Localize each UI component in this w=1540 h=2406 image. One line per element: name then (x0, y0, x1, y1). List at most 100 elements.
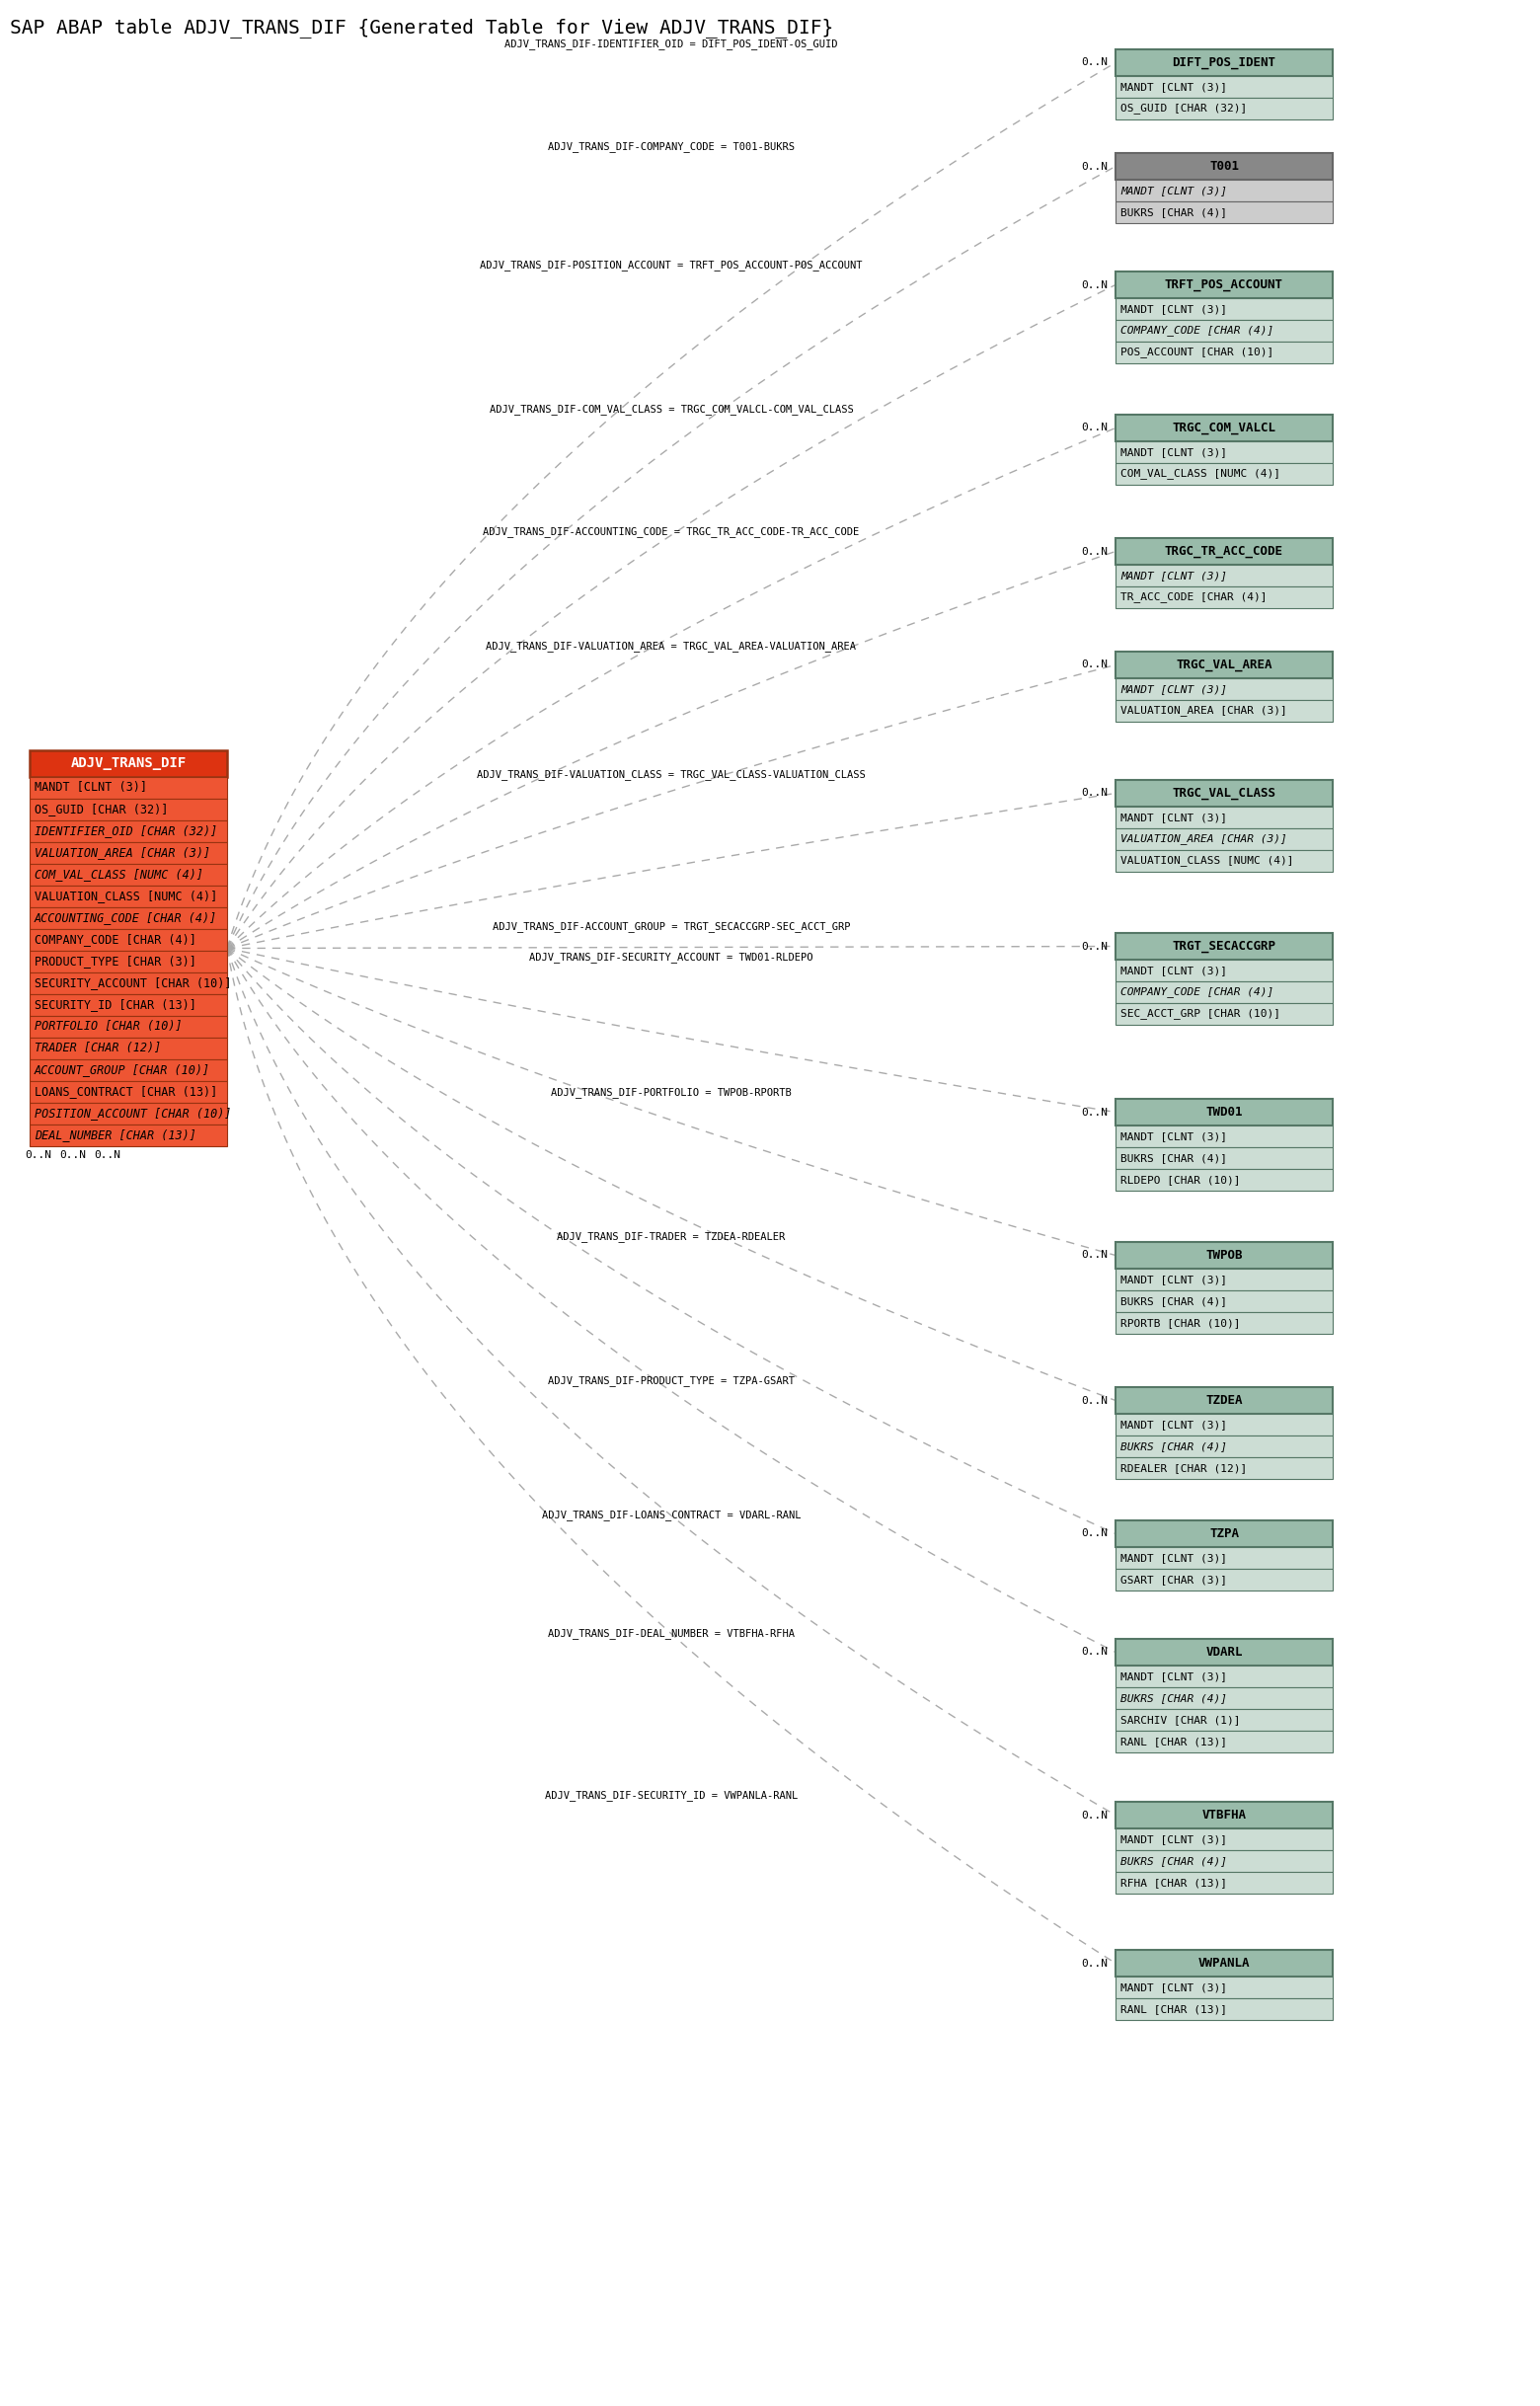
Text: MANDT [CLNT (3)]: MANDT [CLNT (3)] (1121, 1983, 1227, 1992)
Bar (1115, 1311, 1332, 1333)
Text: 0..N: 0..N (1081, 546, 1107, 556)
Text: BUKRS [CHAR (4)]: BUKRS [CHAR (4)] (1121, 1152, 1227, 1162)
Bar (1115, 982, 1332, 1003)
Text: SECURITY_ACCOUNT [CHAR (10)]: SECURITY_ACCOUNT [CHAR (10)] (34, 977, 231, 989)
Bar (29, 994, 226, 1015)
Text: ADJV_TRANS_DIF: ADJV_TRANS_DIF (71, 758, 186, 770)
Text: ADJV_TRANS_DIF-VALUATION_CLASS = TRGC_VAL_CLASS-VALUATION_CLASS: ADJV_TRANS_DIF-VALUATION_CLASS = TRGC_VA… (477, 768, 865, 780)
Bar (1115, 828, 1332, 849)
Text: ACCOUNTING_CODE [CHAR (4)]: ACCOUNTING_CODE [CHAR (4)] (34, 912, 217, 924)
Text: MANDT [CLNT (3)]: MANDT [CLNT (3)] (1121, 1833, 1227, 1845)
Text: ADJV_TRANS_DIF-PORTFOLIO = TWPOB-RPORTB: ADJV_TRANS_DIF-PORTFOLIO = TWPOB-RPORTB (551, 1088, 792, 1100)
Bar (1115, 539, 1332, 565)
Bar (1115, 1872, 1332, 1894)
Text: DEAL_NUMBER [CHAR (13)]: DEAL_NUMBER [CHAR (13)] (34, 1128, 196, 1143)
Bar (29, 1037, 226, 1059)
Bar (29, 842, 226, 864)
Text: PRODUCT_TYPE [CHAR (3)]: PRODUCT_TYPE [CHAR (3)] (34, 955, 196, 967)
Bar (1115, 77, 1332, 99)
Bar (1115, 1148, 1332, 1169)
Text: MANDT [CLNT (3)]: MANDT [CLNT (3)] (1121, 448, 1227, 457)
Text: 0..N: 0..N (1081, 1648, 1107, 1658)
Bar (29, 1059, 226, 1080)
Bar (1115, 1850, 1332, 1872)
Bar (1115, 1415, 1332, 1436)
Bar (1115, 1458, 1332, 1480)
Text: 0..N: 0..N (1081, 1528, 1107, 1540)
Text: MANDT [CLNT (3)]: MANDT [CLNT (3)] (1121, 185, 1227, 195)
Text: 0..N: 0..N (1081, 941, 1107, 950)
Text: 0..N: 0..N (1081, 789, 1107, 799)
Text: MANDT [CLNT (3)]: MANDT [CLNT (3)] (1121, 1275, 1227, 1285)
Text: ADJV_TRANS_DIF-COM_VAL_CLASS = TRGC_COM_VALCL-COM_VAL_CLASS: ADJV_TRANS_DIF-COM_VAL_CLASS = TRGC_COM_… (490, 404, 853, 414)
Text: TRADER [CHAR (12)]: TRADER [CHAR (12)] (34, 1042, 162, 1054)
Text: SECURITY_ID [CHAR (13)]: SECURITY_ID [CHAR (13)] (34, 998, 196, 1011)
Text: RPORTB [CHAR (10)]: RPORTB [CHAR (10)] (1121, 1318, 1240, 1328)
Bar (1115, 1730, 1332, 1752)
Bar (29, 799, 226, 820)
Text: RDEALER [CHAR (12)]: RDEALER [CHAR (12)] (1121, 1463, 1247, 1472)
Bar (1115, 1829, 1332, 1850)
Text: VALUATION_CLASS [NUMC (4)]: VALUATION_CLASS [NUMC (4)] (34, 890, 217, 902)
Bar (1115, 1999, 1332, 2021)
Text: COMPANY_CODE [CHAR (4)]: COMPANY_CODE [CHAR (4)] (1121, 986, 1274, 998)
Bar (1115, 934, 1332, 960)
Text: RFHA [CHAR (13)]: RFHA [CHAR (13)] (1121, 1877, 1227, 1889)
Text: OS_GUID [CHAR (32)]: OS_GUID [CHAR (32)] (34, 804, 168, 816)
Text: ADJV_TRANS_DIF-ACCOUNT_GROUP = TRGT_SECACCGRP-SEC_ACCT_GRP: ADJV_TRANS_DIF-ACCOUNT_GROUP = TRGT_SECA… (493, 921, 850, 934)
Bar (1115, 462, 1332, 484)
Text: 0..N: 0..N (1081, 1107, 1107, 1116)
Bar (29, 950, 226, 972)
Bar (29, 1102, 226, 1124)
Bar (1115, 652, 1332, 678)
Text: 0..N: 0..N (59, 1150, 86, 1160)
Text: VALUATION_AREA [CHAR (3)]: VALUATION_AREA [CHAR (3)] (34, 847, 211, 859)
Text: 0..N: 0..N (1081, 279, 1107, 289)
Text: COMPANY_CODE [CHAR (4)]: COMPANY_CODE [CHAR (4)] (34, 934, 196, 946)
Text: ADJV_TRANS_DIF-POSITION_ACCOUNT = TRFT_POS_ACCOUNT-POS_ACCOUNT: ADJV_TRANS_DIF-POSITION_ACCOUNT = TRFT_P… (480, 260, 862, 272)
Text: VTBFHA: VTBFHA (1201, 1809, 1246, 1821)
Text: SEC_ACCT_GRP [CHAR (10)]: SEC_ACCT_GRP [CHAR (10)] (1121, 1008, 1280, 1020)
Bar (1115, 1665, 1332, 1687)
Text: ADJV_TRANS_DIF-SECURITY_ACCOUNT = TWD01-RLDEPO: ADJV_TRANS_DIF-SECURITY_ACCOUNT = TWD01-… (530, 953, 813, 962)
Text: DIFT_POS_IDENT: DIFT_POS_IDENT (1172, 55, 1277, 70)
Bar (1115, 1268, 1332, 1290)
Text: ADJV_TRANS_DIF-COMPANY_CODE = T001-BUKRS: ADJV_TRANS_DIF-COMPANY_CODE = T001-BUKRS (548, 142, 795, 152)
Text: BUKRS [CHAR (4)]: BUKRS [CHAR (4)] (1121, 1855, 1227, 1867)
Text: ADJV_TRANS_DIF-TRADER = TZDEA-RDEALER: ADJV_TRANS_DIF-TRADER = TZDEA-RDEALER (557, 1232, 785, 1241)
Text: TRGC_TR_ACC_CODE: TRGC_TR_ACC_CODE (1164, 546, 1283, 558)
Bar (1115, 1388, 1332, 1415)
Bar (1115, 1638, 1332, 1665)
Bar (29, 777, 226, 799)
Text: POS_ACCOUNT [CHAR (10)]: POS_ACCOUNT [CHAR (10)] (1121, 346, 1274, 358)
Text: BUKRS [CHAR (4)]: BUKRS [CHAR (4)] (1121, 1297, 1227, 1306)
Bar (1115, 1978, 1332, 1999)
Text: IDENTIFIER_OID [CHAR (32)]: IDENTIFIER_OID [CHAR (32)] (34, 825, 217, 837)
Text: RLDEPO [CHAR (10)]: RLDEPO [CHAR (10)] (1121, 1174, 1240, 1184)
Bar (1115, 780, 1332, 806)
Bar (1115, 1126, 1332, 1148)
Text: TZDEA: TZDEA (1206, 1393, 1243, 1408)
Text: VALUATION_AREA [CHAR (3)]: VALUATION_AREA [CHAR (3)] (1121, 835, 1287, 845)
Bar (1115, 440, 1332, 462)
Bar (1115, 1949, 1332, 1978)
Bar (29, 1015, 226, 1037)
Text: MANDT [CLNT (3)]: MANDT [CLNT (3)] (1121, 813, 1227, 823)
Text: MANDT [CLNT (3)]: MANDT [CLNT (3)] (1121, 570, 1227, 580)
Bar (29, 1124, 226, 1145)
Text: 0..N: 0..N (1081, 1958, 1107, 1968)
Bar (1115, 298, 1332, 320)
Bar (1115, 806, 1332, 828)
Text: ADJV_TRANS_DIF-PRODUCT_TYPE = TZPA-GSART: ADJV_TRANS_DIF-PRODUCT_TYPE = TZPA-GSART (548, 1376, 795, 1386)
Text: TRGC_VAL_CLASS: TRGC_VAL_CLASS (1172, 787, 1277, 799)
Text: VALUATION_CLASS [NUMC (4)]: VALUATION_CLASS [NUMC (4)] (1121, 857, 1294, 866)
Bar (1115, 99, 1332, 120)
Bar (1115, 154, 1332, 180)
Bar (1115, 1241, 1332, 1268)
Bar (1115, 1169, 1332, 1191)
Bar (1115, 700, 1332, 722)
Text: 0..N: 0..N (1081, 423, 1107, 433)
Text: ADJV_TRANS_DIF-DEAL_NUMBER = VTBFHA-RFHA: ADJV_TRANS_DIF-DEAL_NUMBER = VTBFHA-RFHA (548, 1626, 795, 1638)
Text: COM_VAL_CLASS [NUMC (4)]: COM_VAL_CLASS [NUMC (4)] (1121, 469, 1280, 479)
Bar (1115, 342, 1332, 363)
